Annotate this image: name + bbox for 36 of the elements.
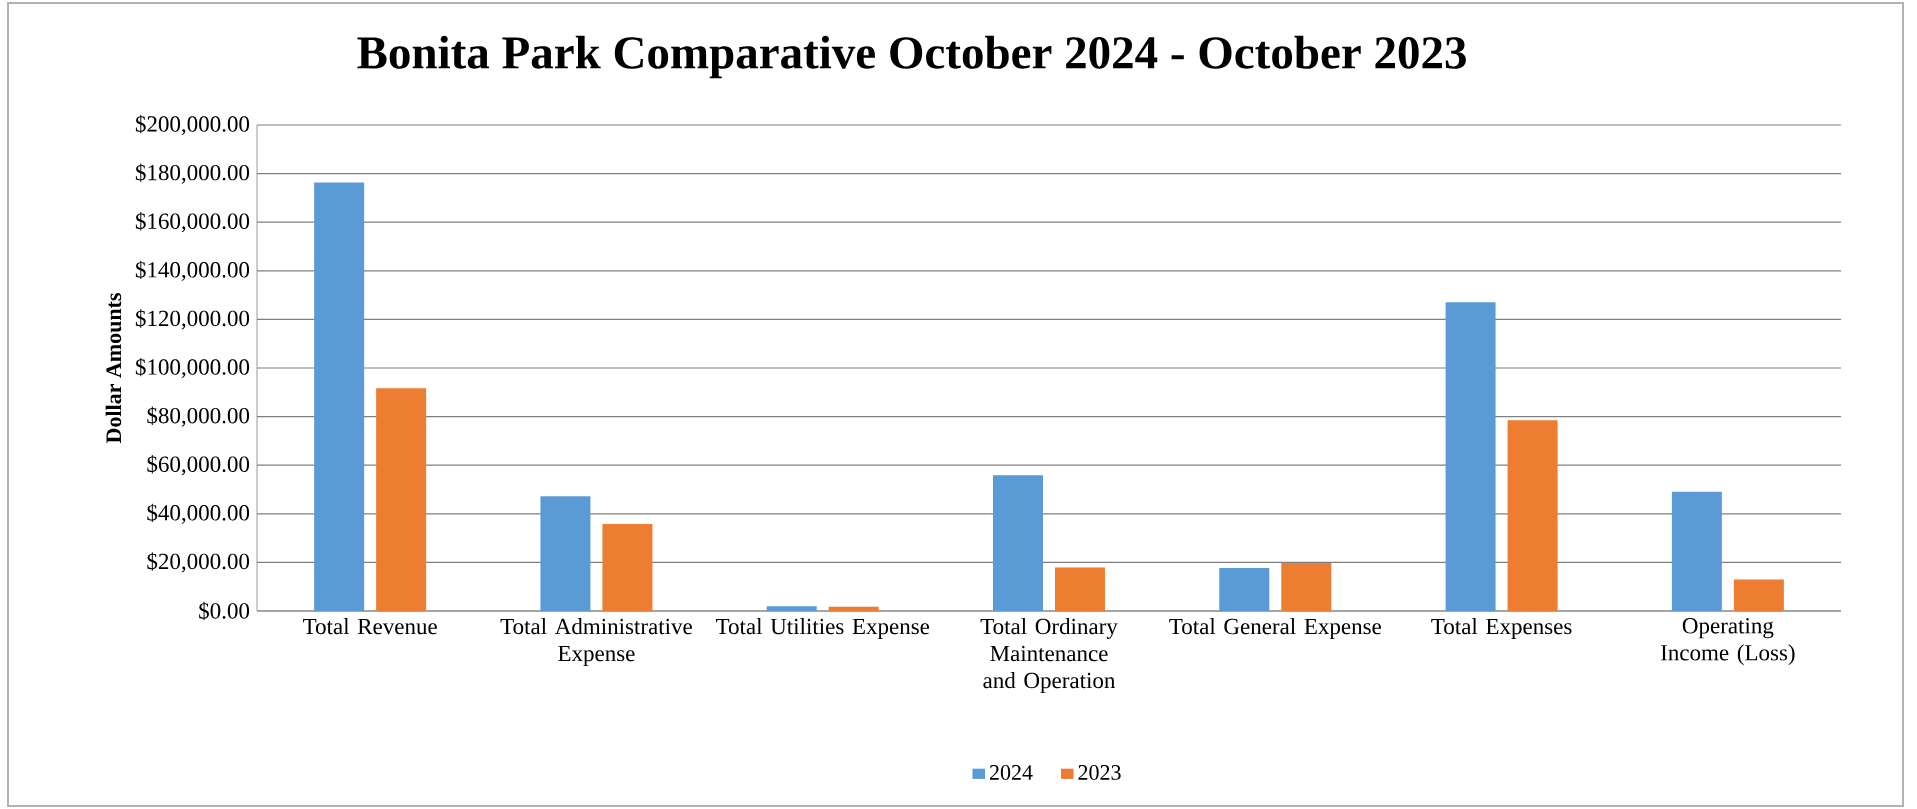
x-tick-label: Total Utilities Expense	[715, 618, 930, 639]
bar	[828, 606, 879, 611]
bar	[1281, 562, 1332, 611]
bar	[993, 475, 1043, 611]
bar	[1733, 579, 1784, 611]
bar	[314, 182, 365, 611]
bar	[1507, 420, 1558, 611]
y-tick-label: $60,000.00	[147, 455, 250, 476]
y-tick-label: $20,000.00	[147, 552, 250, 573]
y-axis-title: Dollar Amounts	[105, 293, 122, 444]
x-tick-label: Total General Expense	[1169, 618, 1381, 639]
x-tick-label: Total Administrative Expense	[500, 618, 692, 666]
y-tick-label: $120,000.00	[135, 309, 250, 330]
bar	[376, 388, 427, 611]
y-tick-label: $40,000.00	[147, 503, 250, 524]
bar	[1055, 567, 1106, 611]
chart-title: Bonita Park Comparative October 2024 - October 2023	[357, 35, 1466, 79]
y-tick-label: $100,000.00	[135, 357, 250, 379]
bar	[766, 606, 817, 611]
bar	[1219, 567, 1270, 611]
y-tick-label: $80,000.00	[147, 406, 250, 427]
y-tick-label: $160,000.00	[135, 212, 250, 233]
x-tick-label: Total Revenue	[303, 618, 437, 635]
legend-label: 2023	[1078, 765, 1121, 780]
y-tick-label: $180,000.00	[135, 163, 250, 184]
bar	[540, 496, 591, 611]
y-tick-label: $140,000.00	[135, 260, 250, 281]
bar	[1445, 302, 1496, 611]
bar	[1671, 491, 1722, 611]
bar	[602, 524, 653, 611]
x-tick-label: Operating Income (Loss)	[1660, 618, 1795, 666]
x-tick-label: Total Ordinary Maintenance and Operation	[980, 618, 1118, 693]
x-tick-label: Total Expenses	[1431, 618, 1572, 639]
legend-label: 2024	[989, 765, 1033, 780]
y-tick-label: $0.00	[199, 601, 250, 621]
y-tick-label: $200,000.00	[135, 114, 250, 136]
